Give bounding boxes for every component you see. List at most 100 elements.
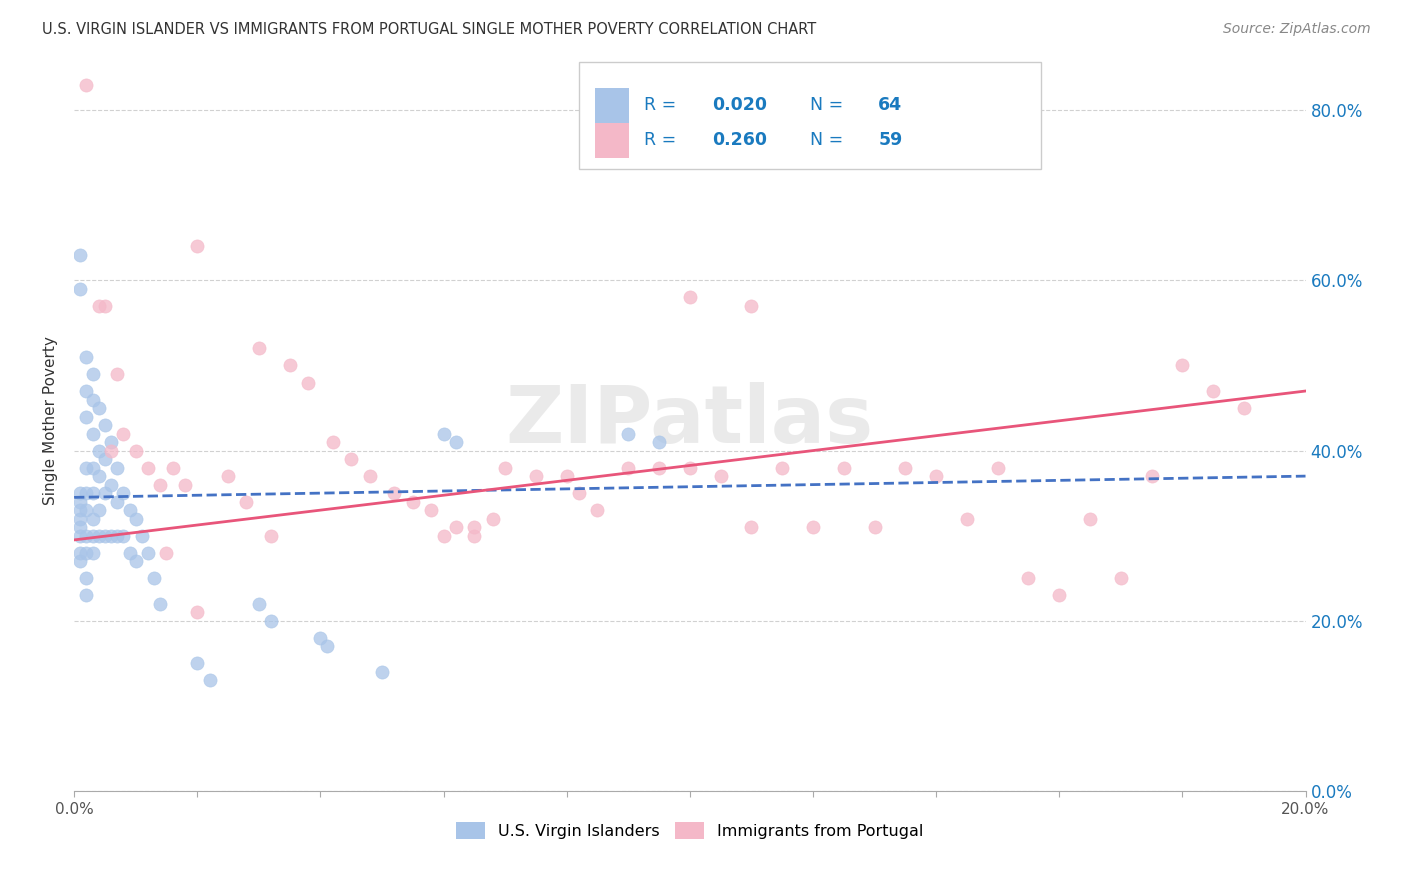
Point: [87, 469, 110, 483]
Point: [617, 426, 640, 441]
Point: [987, 460, 1010, 475]
Point: [124, 554, 146, 568]
Point: [105, 367, 128, 381]
Text: 64: 64: [879, 96, 903, 114]
Point: [75, 350, 97, 364]
Point: [1109, 571, 1132, 585]
Point: [198, 673, 221, 688]
Point: [105, 529, 128, 543]
Point: [801, 520, 824, 534]
Point: [75, 546, 97, 560]
Point: [568, 486, 591, 500]
Point: [82, 546, 104, 560]
Point: [112, 486, 135, 500]
Point: [143, 571, 166, 585]
Point: [555, 469, 578, 483]
Point: [444, 520, 467, 534]
Point: [69, 494, 91, 508]
Point: [235, 494, 257, 508]
Point: [359, 469, 381, 483]
Point: [75, 460, 97, 475]
Point: [679, 290, 702, 304]
Point: [648, 460, 671, 475]
Point: [315, 640, 337, 654]
Point: [1078, 511, 1101, 525]
Point: [322, 435, 344, 450]
Point: [82, 486, 104, 500]
Point: [186, 239, 208, 253]
Point: [75, 529, 97, 543]
Point: [69, 248, 91, 262]
Point: [105, 460, 128, 475]
Bar: [595, 87, 630, 123]
Point: [136, 460, 159, 475]
Point: [69, 520, 91, 534]
Point: [463, 529, 485, 543]
Point: [1140, 469, 1163, 483]
Text: R =: R =: [644, 96, 682, 114]
Point: [420, 503, 443, 517]
Point: [309, 631, 332, 645]
Point: [1233, 401, 1256, 415]
Point: [832, 460, 855, 475]
Text: 0.260: 0.260: [711, 131, 766, 150]
Point: [112, 426, 135, 441]
Text: ZIPatlas: ZIPatlas: [506, 382, 875, 459]
Point: [94, 529, 117, 543]
Text: U.S. VIRGIN ISLANDER VS IMMIGRANTS FROM PORTUGAL SINGLE MOTHER POVERTY CORRELATI: U.S. VIRGIN ISLANDER VS IMMIGRANTS FROM …: [42, 22, 817, 37]
Point: [69, 554, 91, 568]
Point: [87, 443, 110, 458]
Point: [75, 384, 97, 398]
Point: [87, 401, 110, 415]
Point: [863, 520, 886, 534]
Point: [481, 511, 503, 525]
Point: [100, 529, 122, 543]
Point: [69, 546, 91, 560]
Text: N =: N =: [810, 131, 849, 150]
Y-axis label: Single Mother Poverty: Single Mother Poverty: [44, 336, 58, 505]
Point: [278, 359, 301, 373]
Point: [82, 511, 104, 525]
Point: [710, 469, 733, 483]
Point: [105, 494, 128, 508]
Point: [118, 503, 141, 517]
Point: [87, 503, 110, 517]
Point: [69, 282, 91, 296]
Point: [82, 460, 104, 475]
Point: [186, 605, 208, 619]
Point: [124, 511, 146, 525]
Point: [82, 529, 104, 543]
Point: [69, 529, 91, 543]
Point: [75, 588, 97, 602]
Point: [82, 392, 104, 407]
Text: Source: ZipAtlas.com: Source: ZipAtlas.com: [1223, 22, 1371, 37]
Point: [149, 597, 172, 611]
Point: [247, 597, 270, 611]
Point: [740, 520, 762, 534]
Point: [100, 477, 122, 491]
Point: [149, 477, 172, 491]
Point: [297, 376, 319, 390]
Bar: [595, 123, 630, 158]
Point: [162, 460, 184, 475]
Point: [371, 665, 394, 679]
Point: [94, 299, 117, 313]
Point: [217, 469, 239, 483]
Point: [432, 529, 454, 543]
FancyBboxPatch shape: [579, 62, 1040, 169]
Point: [340, 452, 363, 467]
Point: [82, 367, 104, 381]
Point: [131, 529, 153, 543]
Point: [247, 342, 270, 356]
Point: [69, 511, 91, 525]
Point: [770, 460, 793, 475]
Point: [679, 460, 702, 475]
Point: [463, 520, 485, 534]
Point: [894, 460, 917, 475]
Point: [112, 529, 135, 543]
Point: [155, 546, 177, 560]
Text: 0.020: 0.020: [711, 96, 766, 114]
Point: [75, 78, 97, 92]
Point: [956, 511, 979, 525]
Point: [87, 299, 110, 313]
